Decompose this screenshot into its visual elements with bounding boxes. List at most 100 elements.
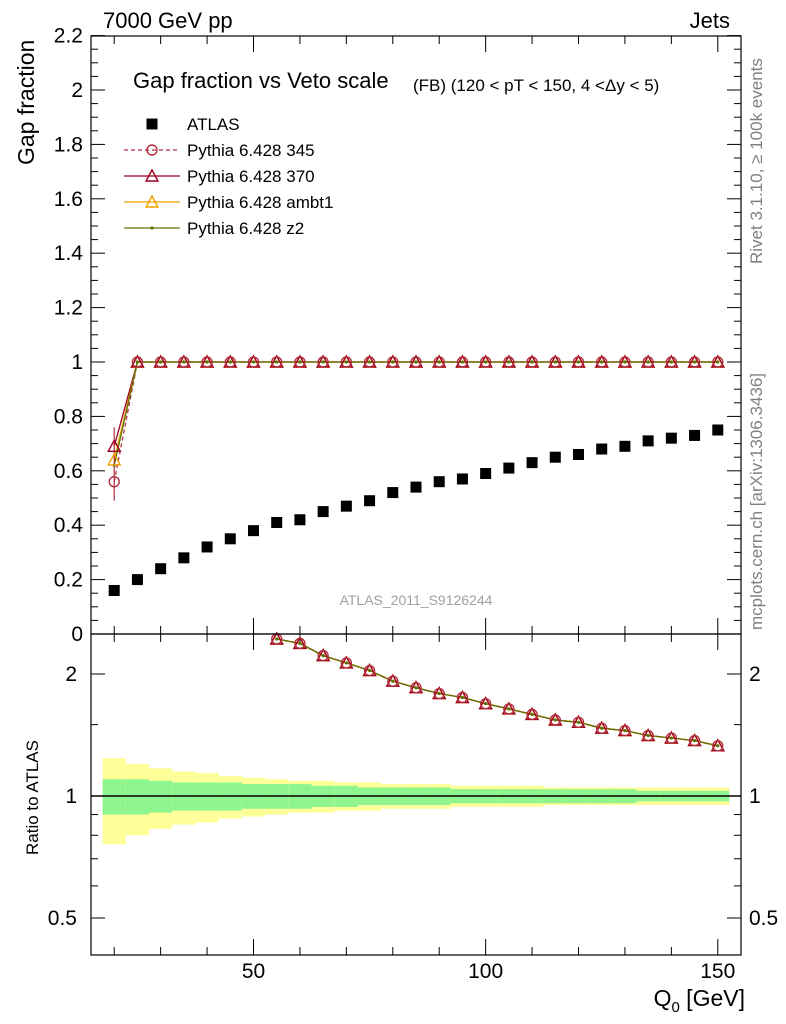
ratio-point <box>530 712 534 716</box>
y-tick-label: 1.2 <box>54 297 83 320</box>
data-point <box>247 356 260 368</box>
data-point <box>107 438 122 453</box>
ratio-point <box>503 703 515 715</box>
data-point <box>433 476 445 488</box>
y-tick-label: 0 <box>71 623 83 646</box>
ratio-point <box>619 724 631 737</box>
data-point <box>503 462 515 474</box>
ratio-point <box>363 664 376 677</box>
analysis-watermark: ATLAS_2011_S9126244 <box>340 592 493 608</box>
y-tick-label: 0.2 <box>54 569 83 592</box>
ratio-point <box>275 637 279 641</box>
data-point <box>178 552 190 564</box>
x-tick-label: 50 <box>242 960 265 983</box>
ratio-panel-series <box>269 631 725 752</box>
data-point <box>340 500 352 512</box>
ratio-point <box>321 654 325 658</box>
header-right: Jets <box>690 8 730 33</box>
data-point <box>107 452 122 466</box>
top-panel-series <box>107 354 725 596</box>
data-point <box>692 360 697 364</box>
data-point <box>410 481 422 493</box>
ratio-point <box>507 707 511 711</box>
data-point <box>159 360 163 364</box>
data-point <box>178 356 190 368</box>
data-point <box>689 429 701 441</box>
x-axis-title: Q0 [GeV] <box>654 985 745 1016</box>
data-point <box>275 360 279 364</box>
y-tick-label: 0.4 <box>54 514 84 537</box>
data-point <box>460 360 465 364</box>
data-point <box>573 448 584 460</box>
y-tick-label: 1.4 <box>54 242 84 265</box>
ratio-series-line <box>276 638 718 747</box>
data-point <box>484 360 488 364</box>
data-point <box>433 356 445 368</box>
ratio-point <box>437 691 441 696</box>
ratio-point <box>665 732 678 744</box>
legend-label: ATLAS <box>187 115 240 134</box>
top-y-axis-title: Gap fraction <box>13 40 39 165</box>
y-tick-label: 2 <box>71 79 83 102</box>
legend-marker <box>144 168 160 182</box>
data-point <box>298 360 302 364</box>
ratio-point <box>553 718 557 722</box>
ratio-point <box>317 649 329 662</box>
inner-uncertainty-band <box>125 779 150 815</box>
data-point <box>131 574 143 586</box>
data-point <box>596 443 608 455</box>
y-tick-label: 0.8 <box>54 405 83 428</box>
mcplots-reference-label: mcplots.cern.ch [arXiv:1306.3436] <box>747 373 766 630</box>
data-point <box>271 516 283 528</box>
ratio-point <box>344 661 348 665</box>
y-tick-label: 1.6 <box>54 188 83 211</box>
ratio-series-line <box>276 638 718 747</box>
ratio-point <box>433 687 445 700</box>
data-point <box>294 514 306 526</box>
ratio-point <box>294 637 306 650</box>
legend-marker <box>146 144 158 156</box>
ratio-panel-frame <box>90 633 742 956</box>
ratio-point <box>526 708 538 721</box>
y-tick-label: 2.2 <box>54 25 83 48</box>
data-point <box>549 451 561 463</box>
data-point <box>576 360 581 364</box>
ratio-y-tick-label-right: 2 <box>749 663 761 686</box>
ratio-point <box>692 738 697 743</box>
data-point <box>387 487 399 499</box>
data-point <box>623 360 627 364</box>
ratio-y-tick-label: 0.5 <box>48 907 77 930</box>
data-point <box>224 533 236 545</box>
legend-label: Pythia 6.428 z2 <box>187 219 304 238</box>
data-point <box>688 356 701 368</box>
data-point <box>201 356 213 368</box>
ratio-point <box>642 729 654 742</box>
legend: ATLAS Pythia 6.428 345 Pythia 6.428 370 Pyt… <box>124 115 333 238</box>
data-point <box>712 356 724 368</box>
data-point <box>108 584 120 596</box>
data-point <box>154 356 167 368</box>
ratio-y-tick-label: 2 <box>65 663 77 686</box>
data-point <box>410 356 422 368</box>
ratio-point <box>387 675 399 687</box>
y-tick-label: 1 <box>71 351 83 374</box>
ratio-point <box>716 744 720 748</box>
data-point <box>437 360 441 364</box>
data-point <box>414 360 418 364</box>
data-point <box>182 360 186 364</box>
ratio-point <box>572 716 585 729</box>
data-point <box>321 360 325 364</box>
ratio-point <box>623 729 627 733</box>
ratio-point <box>410 682 422 694</box>
series-line <box>113 361 718 482</box>
ratio-point <box>669 736 673 740</box>
ratio-point <box>646 733 650 738</box>
data-point <box>479 356 492 368</box>
ratio-y-tick-label-right: 1 <box>749 785 761 808</box>
data-point <box>712 424 724 436</box>
ratio-point <box>549 714 561 726</box>
ratio-y-tick-label: 1 <box>65 785 77 808</box>
data-point <box>600 360 604 364</box>
ratio-point <box>576 720 581 724</box>
